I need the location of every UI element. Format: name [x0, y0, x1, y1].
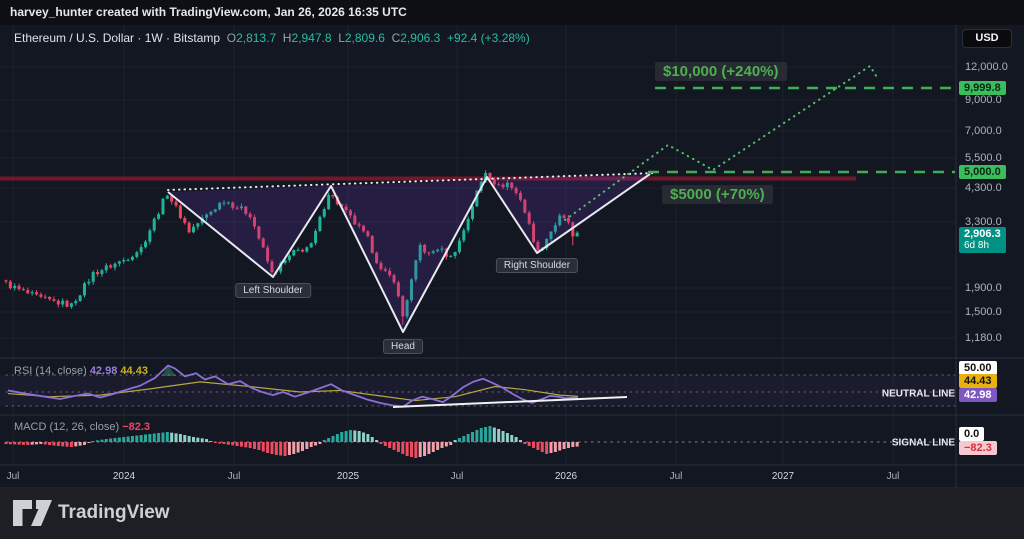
rsi-value: 42.98: [89, 365, 118, 377]
currency-toggle-button[interactable]: USD: [962, 29, 1012, 48]
attribution-text: harvey_hunter created with TradingView.c…: [10, 5, 407, 19]
ohlc-low-label: L: [338, 31, 345, 45]
current-price-badge: 2,906.3 6d 8h: [959, 227, 1006, 253]
price-axis-label: 3,300.0: [965, 216, 1002, 228]
indicator-value-badge: 50.00: [959, 361, 997, 375]
attribution-bar: harvey_hunter created with TradingView.c…: [0, 0, 1024, 25]
time-axis-tick: 2027: [771, 471, 795, 482]
time-axis-tick: 2025: [336, 471, 360, 482]
rsi-trendline: [392, 396, 628, 408]
tradingview-logo-icon[interactable]: [12, 498, 58, 528]
time-axis-tick: Jul: [6, 471, 20, 482]
pattern-point-label[interactable]: Right Shoulder: [495, 258, 579, 273]
ohlc-low: 2,809.6: [344, 31, 385, 45]
indicator-value-badge: 0.0: [959, 427, 985, 441]
pattern-point-label[interactable]: Left Shoulder: [235, 283, 311, 298]
gridlines: [0, 25, 956, 465]
price-axis-label: 7,000.0: [965, 125, 1002, 137]
price-axis-label: 9,000.0: [965, 94, 1002, 106]
rsi-line: [7, 364, 579, 408]
macd-pane: [4, 426, 955, 458]
macd-settings: MACD (12, 26, close): [14, 421, 120, 433]
ohlc-close-label: C: [391, 31, 401, 45]
time-axis-tick: 2026: [554, 471, 578, 482]
rsi-settings: RSI (14, close): [14, 365, 87, 377]
indicator-value-badge: −82.3: [959, 441, 997, 455]
signal-line-label[interactable]: SIGNAL LINE: [891, 437, 955, 449]
macd-panel-label: MACD (12, 26, close) −82.3: [14, 421, 150, 433]
ohlc-close: 2,906.3: [400, 31, 441, 45]
symbol-title: Ethereum / U.S. Dollar · 1W · Bitstamp: [14, 31, 221, 45]
pattern-drawing: [167, 172, 656, 333]
indicator-value-badge: 42.98: [959, 388, 997, 402]
rsi-panel-label: RSI (14, close) 42.98 44.43: [14, 365, 148, 377]
ohlc-open-label: O: [226, 31, 237, 45]
target-price-badge: 5,000.0: [959, 165, 1006, 179]
indicator-value-badge: 44.43: [959, 374, 997, 388]
target-price-badge: 9,999.8: [959, 81, 1006, 95]
chart-canvas[interactable]: [0, 25, 1024, 488]
price-axis-label: 4,300.0: [965, 182, 1002, 194]
footer-bar: TradingView: [0, 488, 1024, 539]
ohlc-high-label: H: [282, 31, 292, 45]
ohlc-open: 2,813.7: [236, 31, 277, 45]
resistance-band[interactable]: [0, 176, 856, 181]
pane-separators: [0, 25, 1024, 488]
price-axis-label: 1,500.0: [965, 306, 1002, 318]
macd-value: −82.3: [122, 421, 151, 433]
time-axis-tick: 2024: [112, 471, 136, 482]
chart-header: Ethereum / U.S. Dollar · 1W · Bitstamp O…: [14, 31, 530, 45]
price-axis-label: 1,180.0: [965, 332, 1002, 344]
chart-region: Ethereum / U.S. Dollar · 1W · Bitstamp O…: [0, 25, 1024, 488]
time-axis-tick: Jul: [450, 471, 464, 482]
ohlc-change: +92.4 (+3.28%): [446, 31, 530, 45]
candlestick-series: [4, 170, 579, 325]
ohlc-high: 2,947.8: [291, 31, 332, 45]
time-axis-tick: Jul: [227, 471, 241, 482]
price-axis-label: 1,900.0: [965, 282, 1002, 294]
target-lower-label[interactable]: $5000 (+70%): [662, 185, 773, 204]
projection-path: [564, 64, 879, 221]
price-axis-label: 12,000.0: [965, 61, 1008, 73]
pattern-point-label[interactable]: Head: [383, 339, 423, 354]
time-axis: Jul 2024 Jul 2025 Jul 2026 Jul 2027 Jul: [0, 471, 1024, 488]
target-upper-label[interactable]: $10,000 (+240%): [655, 62, 787, 81]
time-axis-tick: Jul: [886, 471, 900, 482]
rsi-pane: [0, 364, 956, 408]
neutral-line-label[interactable]: NEUTRAL LINE: [881, 388, 955, 400]
tradingview-brand[interactable]: TradingView: [58, 502, 170, 523]
price-axis-label: 5,500.0: [965, 152, 1002, 164]
time-axis-tick: Jul: [669, 471, 683, 482]
rsi-ma-value: 44.43: [120, 365, 148, 377]
target-lines: [564, 64, 955, 221]
